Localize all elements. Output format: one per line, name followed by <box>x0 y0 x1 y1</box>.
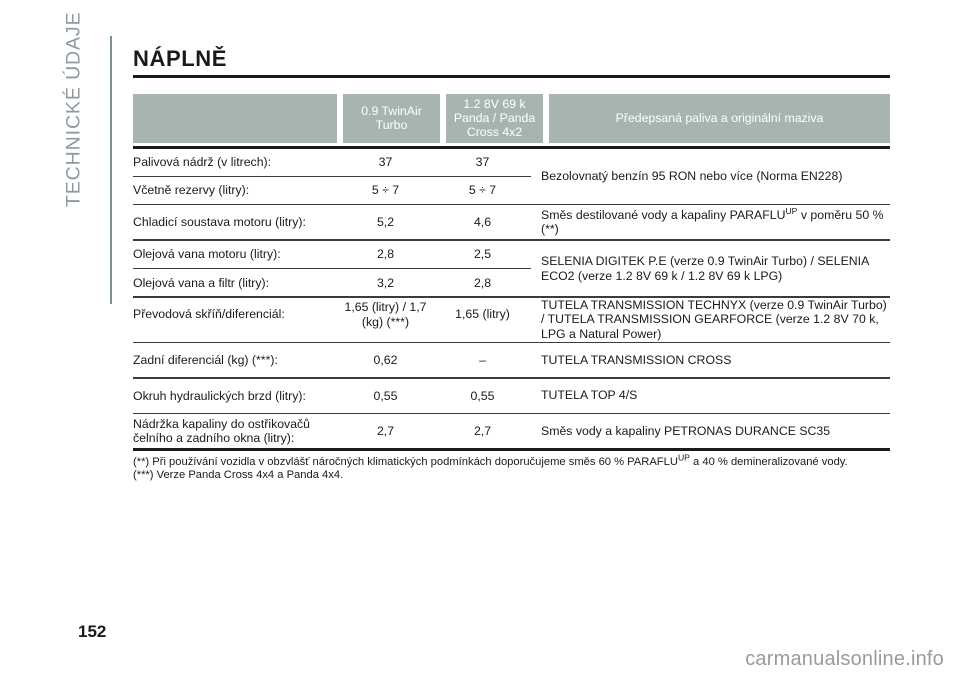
group-divider <box>133 412 890 415</box>
row-label: Olejová vana a filtr (litry): <box>133 275 269 290</box>
row-value-col1: 37 <box>378 154 393 169</box>
table-row: Převodová skříň/diferenciál: 1,65 (litry)… <box>133 298 531 332</box>
table-body: Palivová nádrž (v litrech): 37 37 Včetně re… <box>133 149 890 451</box>
table-row: Včetně rezervy (litry): 5 ÷ 7 5 ÷ 7 <box>133 177 531 204</box>
table-group: Palivová nádrž (v litrech): 37 37 Včetně re… <box>133 149 890 204</box>
row-value-col2: 1,65 (litry) <box>455 307 510 322</box>
table-header-label <box>133 93 337 143</box>
table-header-col2: 1.2 8V 69 k Panda / Panda Cross 4x2 <box>446 93 543 143</box>
table-group: Převodová skříň/diferenciál: 1,65 (litry)… <box>133 298 890 342</box>
group-divider <box>133 342 890 344</box>
row-value-col2: – <box>479 353 486 368</box>
note-text: Směs destilované vody a kapaliny PARAFLU <box>541 207 786 222</box>
chapter-tab: TECHNICKÉ ÚDAJE <box>0 0 118 683</box>
footnotes: (**) Při používání vozidla v obzvlášť ná… <box>133 453 890 482</box>
table-header-row: 0.9 TwinAir Turbo 1.2 8V 69 k Panda / Pa… <box>133 93 890 143</box>
table-group: Olejová vana motoru (litry): 2,8 2,5 Olejov… <box>133 241 890 296</box>
row-label: Zadní diferenciál (kg) (***): <box>133 353 278 368</box>
row-label: Olejová vana motoru (litry): <box>133 247 281 262</box>
table-group-values: Nádržka kapaliny do ostřikovačů čelního … <box>133 414 531 448</box>
table-header-col1: 0.9 TwinAir Turbo <box>343 93 440 143</box>
title-underline <box>133 75 890 78</box>
table-row: Chladicí soustava motoru (litry): 5,2 4,6 <box>133 205 531 239</box>
table-group-note: Směs destilované vody a kapaliny PARAFLU… <box>531 205 890 239</box>
row-value-col1: 1,65 (litry) / 1,7 (kg) (***) <box>344 300 427 329</box>
table-group-note: TUTELA TRANSMISSION TECHNYX (verze 0.9 T… <box>531 298 890 342</box>
table-group-note: TUTELA TOP 4/S <box>531 379 890 413</box>
row-value-col1: 0,55 <box>373 388 398 403</box>
row-value-col1: 5,2 <box>376 215 395 230</box>
table-group: Chladicí soustava motoru (litry): 5,2 4,6 S… <box>133 205 890 239</box>
row-value-col2: 0,55 <box>470 388 495 403</box>
footnote-3: (***) Verze Panda Cross 4x4 a Panda 4x4. <box>133 469 344 481</box>
row-value-col1: 2,8 <box>376 247 395 262</box>
chapter-tab-label: TECHNICKÉ ÚDAJE <box>62 11 85 208</box>
row-value-col2: 4,6 <box>473 215 492 230</box>
page-number: 152 <box>78 622 107 641</box>
footnote-2-superscript: UP <box>677 452 690 463</box>
chapter-tab-rule <box>110 36 112 304</box>
row-label: Převodová skříň/diferenciál: <box>133 307 285 322</box>
note-text: SELENIA DIGITEK P.E (verze 0.9 TwinAir T… <box>541 253 869 283</box>
footnote-2-text: (**) Při používání vozidla v obzvlášť ná… <box>133 455 678 468</box>
row-value-col2: 2,5 <box>473 247 492 262</box>
table-header-rule <box>133 145 890 149</box>
table-row: Olejová vana motoru (litry): 2,8 2,5 <box>133 241 531 268</box>
row-value-col2: 5 ÷ 7 <box>468 183 497 198</box>
row-divider-partial <box>133 175 531 178</box>
table-row: Okruh hydraulických brzd (litry): 0,55 0,5… <box>133 379 531 413</box>
table-group-values: Palivová nádrž (v litrech): 37 37 Včetně re… <box>133 149 531 204</box>
row-label: Okruh hydraulických brzd (litry): <box>133 388 306 403</box>
table-group: Nádržka kapaliny do ostřikovačů čelního … <box>133 414 890 448</box>
table-group-note: Bezolovnatý benzín 95 RON nebo více (Nor… <box>531 149 890 204</box>
row-label: Palivová nádrž (v litrech): <box>133 154 272 169</box>
row-value-col1: 3,2 <box>376 275 395 290</box>
row-value-col1: 2,7 <box>376 423 395 438</box>
row-value-col2: 2,8 <box>473 275 492 290</box>
group-divider <box>133 296 890 298</box>
table-group-values: Chladicí soustava motoru (litry): 5,2 4,6 <box>133 205 531 239</box>
page-title: NÁPLNĚ <box>133 46 228 71</box>
table-row: Olejová vana a filtr (litry): 3,2 2,8 <box>133 269 531 296</box>
row-value-col2: 37 <box>475 154 490 169</box>
row-value-col1: 5 ÷ 7 <box>371 183 400 198</box>
group-divider <box>133 377 890 379</box>
note-text: Bezolovnatý benzín 95 RON nebo více (Nor… <box>541 168 843 183</box>
footnote-2: (**) Při používání vozidla v obzvlášť ná… <box>133 453 890 469</box>
row-label: Nádržka kapaliny do ostřikovačů čelního … <box>133 416 311 446</box>
table-group-note: Směs vody a kapaliny PETRONAS DURANCE SC… <box>531 414 890 448</box>
table-group-values: Zadní diferenciál (kg) (***): 0,62 – <box>133 343 531 377</box>
table-group-values: Olejová vana motoru (litry): 2,8 2,5 Olejov… <box>133 241 531 296</box>
table-group-note: SELENIA DIGITEK P.E (verze 0.9 TwinAir T… <box>531 241 890 296</box>
note-text-tail: v poměru 50 % (**) <box>541 207 884 237</box>
table-group: Zadní diferenciál (kg) (***): 0,62 – TUTELA… <box>133 343 890 377</box>
watermark: carmanualsonline.info <box>745 648 944 670</box>
row-value-col1: 0,62 <box>373 353 398 368</box>
group-divider <box>133 204 890 206</box>
table-row: Palivová nádrž (v litrech): 37 37 <box>133 149 531 176</box>
table-group: Okruh hydraulických brzd (litry): 0,55 0,5… <box>133 379 890 413</box>
footnote-2-tail: a 40 % demineralizované vody. <box>689 455 848 468</box>
table-row: Nádržka kapaliny do ostřikovačů čelního … <box>133 414 531 448</box>
row-value-col2: 2,7 <box>473 423 492 438</box>
table-group-values: Okruh hydraulických brzd (litry): 0,55 0,5… <box>133 379 531 413</box>
note-text: Směs vody a kapaliny PETRONAS DURANCE SC… <box>541 423 831 438</box>
note-superscript: UP <box>785 205 798 216</box>
row-label: Včetně rezervy (litry): <box>133 183 250 198</box>
table-header-notes: Předepsaná paliva a originální maziva <box>549 93 890 143</box>
row-label: Chladicí soustava motoru (litry): <box>133 215 306 230</box>
table-group-note: TUTELA TRANSMISSION CROSS <box>531 343 890 377</box>
table-group-values: Převodová skříň/diferenciál: 1,65 (litry)… <box>133 298 531 342</box>
group-divider <box>133 239 890 241</box>
page-content: NÁPLNĚ 0.9 TwinAir Turbo 1.2 8V 69 k Pan… <box>133 0 890 482</box>
note-text: TUTELA TRANSMISSION CROSS <box>541 353 732 368</box>
note-text: TUTELA TRANSMISSION TECHNYX (verze 0.9 T… <box>541 297 887 342</box>
table-row: Zadní diferenciál (kg) (***): 0,62 – <box>133 343 531 377</box>
row-divider-partial <box>133 267 531 270</box>
table-bottom-rule <box>133 448 890 451</box>
note-text: TUTELA TOP 4/S <box>541 388 638 403</box>
